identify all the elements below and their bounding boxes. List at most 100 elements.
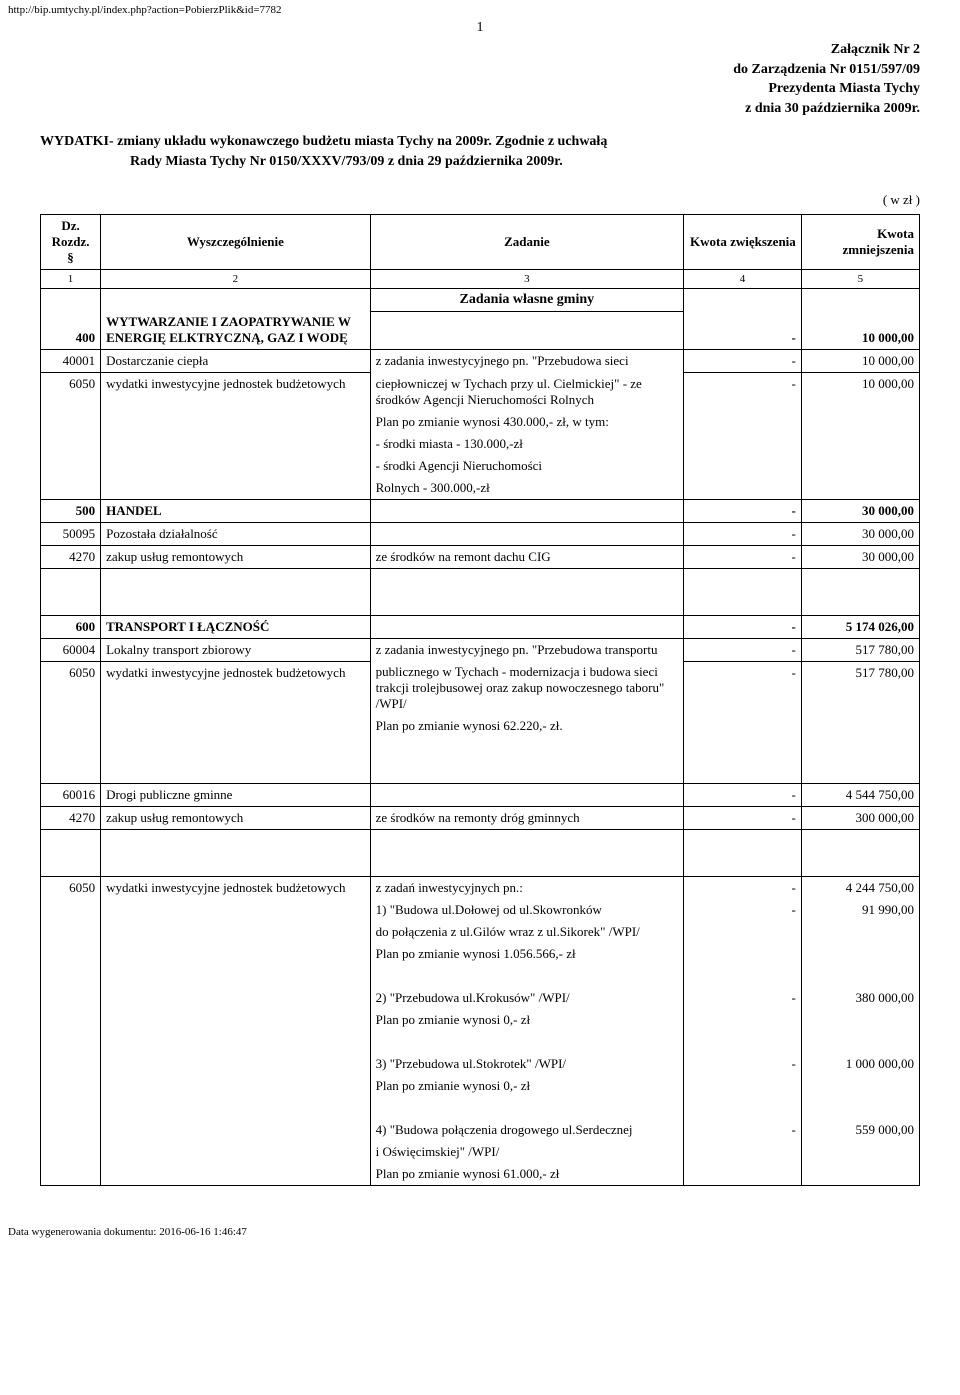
cell-task: 3) "Przebudowa ul.Stokrotek" /WPI/: [370, 1053, 683, 1075]
col-number-row: 1 2 3 4 5: [41, 269, 920, 288]
colnum: 3: [370, 269, 683, 288]
cell-dec: 1 000 000,00: [801, 1053, 919, 1075]
title-line: WYDATKI- zmiany układu wykonawczego budż…: [40, 132, 920, 152]
spacer: [41, 830, 920, 877]
table-header-row: Dz. Rozdz. § Wyszczególnienie Zadanie Kw…: [41, 214, 920, 269]
table-row: 3) "Przebudowa ul.Stokrotek" /WPI/ - 1 0…: [41, 1053, 920, 1075]
table-row: 50095 Pozostała działalność - 30 000,00: [41, 522, 920, 545]
table-row: Plan po zmianie wynosi 1.056.566,- zł: [41, 943, 920, 965]
cell-dec: 30 000,00: [801, 545, 919, 568]
col-header-spec: Wyszczególnienie: [101, 214, 371, 269]
spacer: [41, 737, 920, 784]
col-header-inc: Kwota zwiększenia: [684, 214, 802, 269]
cell-task: Plan po zmianie wynosi 1.056.566,- zł: [370, 943, 683, 965]
cell-dec: 380 000,00: [801, 987, 919, 1009]
cell-inc: -: [684, 1053, 802, 1075]
cell-name: zakup usług remontowych: [101, 807, 371, 830]
cell-task: z zadań inwestycyjnych pn.:: [370, 877, 683, 900]
cell-name: Lokalny transport zbiorowy: [101, 638, 371, 661]
cell-code: 60016: [41, 784, 101, 807]
cell-code: 6050: [41, 661, 101, 715]
colnum: 2: [101, 269, 371, 288]
header-line: z dnia 30 października 2009r.: [40, 99, 920, 119]
cell-inc: -: [684, 311, 802, 350]
cell-dec: 10 000,00: [801, 373, 919, 411]
colnum: 4: [684, 269, 802, 288]
cell-inc: -: [684, 877, 802, 900]
cell-task: ciepłowniczej w Tychach przy ul. Cielmic…: [370, 373, 683, 411]
table-row: [41, 1031, 920, 1053]
currency-note: ( w zł ): [40, 192, 920, 208]
cell-code: 400: [41, 311, 101, 350]
cell-task: z zadania inwestycyjnego pn. "Przebudowa…: [370, 638, 683, 661]
cell-name: WYTWARZANIE I ZAOPATRYWANIE W ENERGIĘ EL…: [101, 311, 371, 350]
cell-inc: -: [684, 784, 802, 807]
cell-inc: -: [684, 899, 802, 921]
cell-name: wydatki inwestycyjne jednostek budżetowy…: [101, 661, 371, 715]
document-title: WYDATKI- zmiany układu wykonawczego budż…: [40, 132, 920, 171]
cell-task: publicznego w Tychach - modernizacja i b…: [370, 661, 683, 715]
table-row: 60004 Lokalny transport zbiorowy z zadan…: [41, 638, 920, 661]
table-row: [41, 1097, 920, 1119]
cell-inc: -: [684, 350, 802, 373]
cell-task: [370, 311, 683, 350]
cell-inc: -: [684, 545, 802, 568]
table-row: do połączenia z ul.Gilów wraz z ul.Sikor…: [41, 921, 920, 943]
col-header-task: Zadanie: [370, 214, 683, 269]
cell-name: TRANSPORT I ŁĄCZNOŚĆ: [101, 615, 371, 638]
table-row: i Oświęcimskiej" /WPI/: [41, 1141, 920, 1163]
cell-task: Plan po zmianie wynosi 61.000,- zł: [370, 1163, 683, 1186]
cell-inc: -: [684, 615, 802, 638]
table-row: 6050 wydatki inwestycyjne jednostek budż…: [41, 661, 920, 715]
section-own-tasks: Zadania własne gminy: [41, 288, 920, 311]
table-row: 500 HANDEL - 30 000,00: [41, 499, 920, 522]
col-header-code: Dz. Rozdz. §: [41, 214, 101, 269]
table-row: 400 WYTWARZANIE I ZAOPATRYWANIE W ENERGI…: [41, 311, 920, 350]
col-header-dec: Kwota zmniejszenia: [801, 214, 919, 269]
cell-inc: -: [684, 522, 802, 545]
cell-dec: 300 000,00: [801, 807, 919, 830]
table-row: 600 TRANSPORT I ŁĄCZNOŚĆ - 5 174 026,00: [41, 615, 920, 638]
cell-name: Pozostała działalność: [101, 522, 371, 545]
table-row: Plan po zmianie wynosi 0,- zł: [41, 1009, 920, 1031]
colnum: 1: [41, 269, 101, 288]
cell-dec: 10 000,00: [801, 350, 919, 373]
spacer: [41, 568, 920, 615]
title-line: Rady Miasta Tychy Nr 0150/XXXV/793/09 z …: [40, 152, 920, 172]
cell-code: 6050: [41, 877, 101, 900]
cell-dec: 517 780,00: [801, 661, 919, 715]
cell-task: Plan po zmianie wynosi 430.000,- zł, w t…: [370, 411, 683, 433]
table-row: - środki Agencji Nieruchomości: [41, 455, 920, 477]
header-line: Załącznik Nr 2: [40, 40, 920, 60]
cell-code: 6050: [41, 373, 101, 411]
table-row: - środki miasta - 130.000,-zł: [41, 433, 920, 455]
cell-name: wydatki inwestycyjne jednostek budżetowy…: [101, 877, 371, 900]
cell-code: 50095: [41, 522, 101, 545]
table-row: Plan po zmianie wynosi 0,- zł: [41, 1075, 920, 1097]
page-number: 1: [40, 20, 920, 36]
table-row: 4) "Budowa połączenia drogowego ul.Serde…: [41, 1119, 920, 1141]
cell-inc: -: [684, 987, 802, 1009]
cell-inc: -: [684, 499, 802, 522]
cell-task: Plan po zmianie wynosi 0,- zł: [370, 1075, 683, 1097]
cell-name: Dostarczanie ciepła: [101, 350, 371, 373]
cell-dec: 5 174 026,00: [801, 615, 919, 638]
section-title-text: Zadania własne gminy: [370, 288, 683, 311]
table-row: 60016 Drogi publiczne gminne - 4 544 750…: [41, 784, 920, 807]
cell-dec: 30 000,00: [801, 499, 919, 522]
cell-code: 600: [41, 615, 101, 638]
header-line: Prezydenta Miasta Tychy: [40, 79, 920, 99]
cell-name: Drogi publiczne gminne: [101, 784, 371, 807]
header-line: do Zarządzenia Nr 0151/597/09: [40, 60, 920, 80]
cell-code: 4270: [41, 807, 101, 830]
generation-footer: Data wygenerowania dokumentu: 2016-06-16…: [0, 1206, 960, 1246]
cell-inc: -: [684, 1119, 802, 1141]
cell-dec: 10 000,00: [801, 311, 919, 350]
cell-dec: 91 990,00: [801, 899, 919, 921]
cell-code: 60004: [41, 638, 101, 661]
cell-name: zakup usług remontowych: [101, 545, 371, 568]
table-row: 40001 Dostarczanie ciepła z zadania inwe…: [41, 350, 920, 373]
cell-task: Rolnych - 300.000,-zł: [370, 477, 683, 500]
cell-task: ze środków na remont dachu CIG: [370, 545, 683, 568]
table-row: [41, 965, 920, 987]
